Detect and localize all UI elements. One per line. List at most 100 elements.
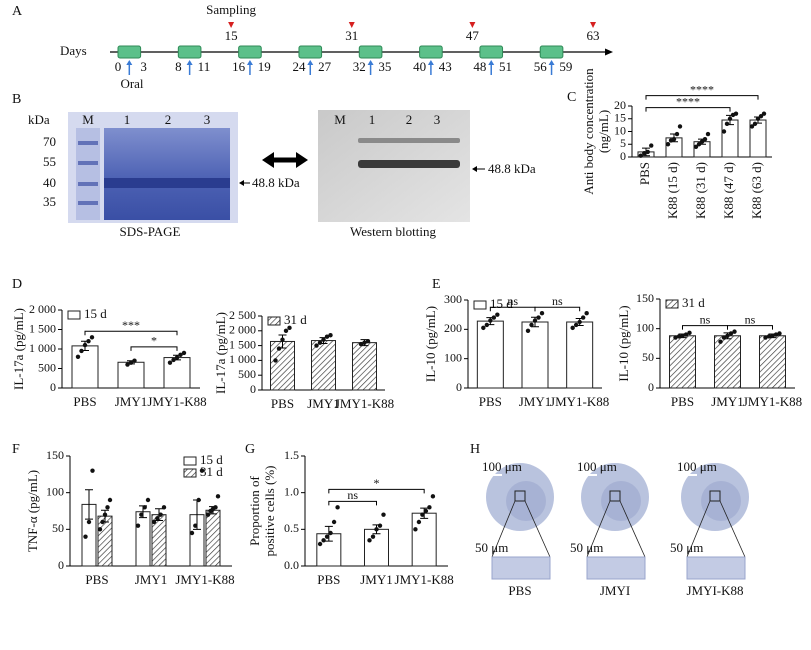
- y-tick-label: 5: [620, 136, 626, 150]
- y-axis-label: IL-17a (pg/mL): [213, 312, 228, 394]
- y-tick-label: 1.0: [284, 484, 299, 498]
- data-point: [680, 333, 685, 338]
- scale-label: 50 μm: [570, 540, 603, 555]
- data-point: [193, 523, 198, 528]
- marker-label: 35: [43, 194, 56, 209]
- significance-bracket: [130, 346, 178, 351]
- x-tick-label: JMY1-K88: [743, 394, 802, 409]
- data-point: [82, 342, 88, 348]
- y-tick-label: 150: [46, 448, 64, 462]
- data-point: [758, 114, 764, 119]
- y-tick-label: 1 500: [29, 321, 56, 335]
- data-point: [328, 333, 333, 338]
- lane-label: M: [82, 112, 94, 127]
- significance-label: ns: [347, 488, 358, 502]
- significance-label: ns: [745, 312, 756, 326]
- data-point: [86, 339, 91, 344]
- y-tick-label: 1 000: [29, 341, 56, 355]
- data-point: [181, 350, 187, 356]
- data-point: [721, 335, 727, 340]
- oral-end-day: 19: [258, 59, 271, 74]
- micrograph-tissue: [601, 481, 641, 521]
- y-tick-label: 0: [58, 558, 64, 572]
- data-point: [423, 508, 429, 514]
- data-point: [484, 322, 490, 328]
- data-point: [570, 325, 575, 331]
- y-tick-label: 50: [52, 521, 64, 535]
- data-point: [215, 494, 221, 499]
- data-point: [696, 142, 702, 147]
- gel-lane: [188, 128, 230, 220]
- legend-label: 15 d: [84, 306, 107, 321]
- oral-period: [117, 45, 142, 59]
- y-tick-label: 1.5: [284, 448, 299, 462]
- y-tick-label: 150: [636, 291, 654, 305]
- oral-end-day: 59: [559, 59, 572, 74]
- band-arrowhead: [239, 180, 244, 186]
- data-point: [766, 334, 772, 339]
- bar: [205, 509, 221, 567]
- data-point: [649, 143, 654, 148]
- zoom-micrograph: [491, 556, 551, 580]
- legend-swatch: [473, 300, 487, 310]
- data-point: [128, 360, 134, 365]
- data-point: [671, 136, 677, 142]
- data-point: [196, 497, 201, 503]
- significance-bracket: [328, 488, 425, 494]
- data-point: [89, 335, 95, 340]
- data-point: [178, 352, 183, 358]
- significance-bracket: [84, 330, 178, 336]
- y-tick-label: 50: [642, 350, 654, 364]
- data-point: [584, 311, 589, 316]
- data-point: [577, 319, 582, 325]
- y-axis-label: IL-17a (pg/mL): [11, 308, 26, 390]
- data-point: [529, 322, 534, 328]
- oral-end-day: 3: [140, 59, 147, 74]
- legend-label: 31 d: [682, 295, 705, 310]
- data-point: [374, 527, 379, 532]
- data-point: [683, 332, 689, 337]
- data-point: [199, 468, 205, 473]
- oral-arrowhead: [427, 60, 434, 65]
- legend-swatch: [183, 456, 197, 466]
- bar: [411, 512, 437, 567]
- data-point: [335, 505, 340, 510]
- data-point: [86, 519, 92, 525]
- x-tick-label: JMY1-K88: [147, 394, 206, 409]
- oral-start-day: 8: [175, 59, 182, 74]
- y-tick-label: 0: [648, 380, 654, 394]
- data-point: [539, 311, 545, 316]
- y-tick-label: 500: [238, 367, 256, 381]
- sampling-day: 15: [225, 28, 238, 43]
- data-point: [733, 111, 739, 116]
- data-point: [145, 497, 151, 503]
- data-point: [673, 335, 678, 340]
- data-point: [328, 530, 333, 536]
- oral-arrowhead: [126, 60, 133, 65]
- data-point: [777, 331, 782, 336]
- scale-label: 100 μm: [482, 459, 522, 474]
- y-tick-label: 0: [50, 380, 56, 394]
- x-tick-label: JMY1: [519, 394, 552, 409]
- band-label: 48.8 kDa: [488, 161, 536, 176]
- significance-bracket: [727, 325, 773, 330]
- legend-label: 31 d: [284, 312, 307, 327]
- sampling-day: 31: [345, 28, 358, 43]
- legend-swatch: [183, 468, 197, 478]
- data-point: [79, 348, 84, 354]
- zoom-region: [514, 490, 526, 502]
- significance-label: ****: [676, 94, 700, 108]
- data-point: [100, 519, 105, 525]
- blot-caption: Western blotting: [350, 224, 436, 239]
- y-tick-label: 100: [444, 350, 462, 364]
- x-tick-label: PBS: [637, 162, 652, 185]
- oral-arrowhead: [367, 60, 374, 65]
- significance-label: ns: [507, 294, 518, 308]
- micrograph-caption: JMYI-K88: [686, 583, 743, 598]
- panel-label: G: [245, 442, 255, 457]
- data-point: [331, 519, 337, 525]
- x-tick-label: K88 (31 d): [693, 162, 708, 219]
- zoom-region: [609, 490, 621, 502]
- oral-period: [419, 45, 443, 59]
- lane-label: 1: [124, 112, 131, 127]
